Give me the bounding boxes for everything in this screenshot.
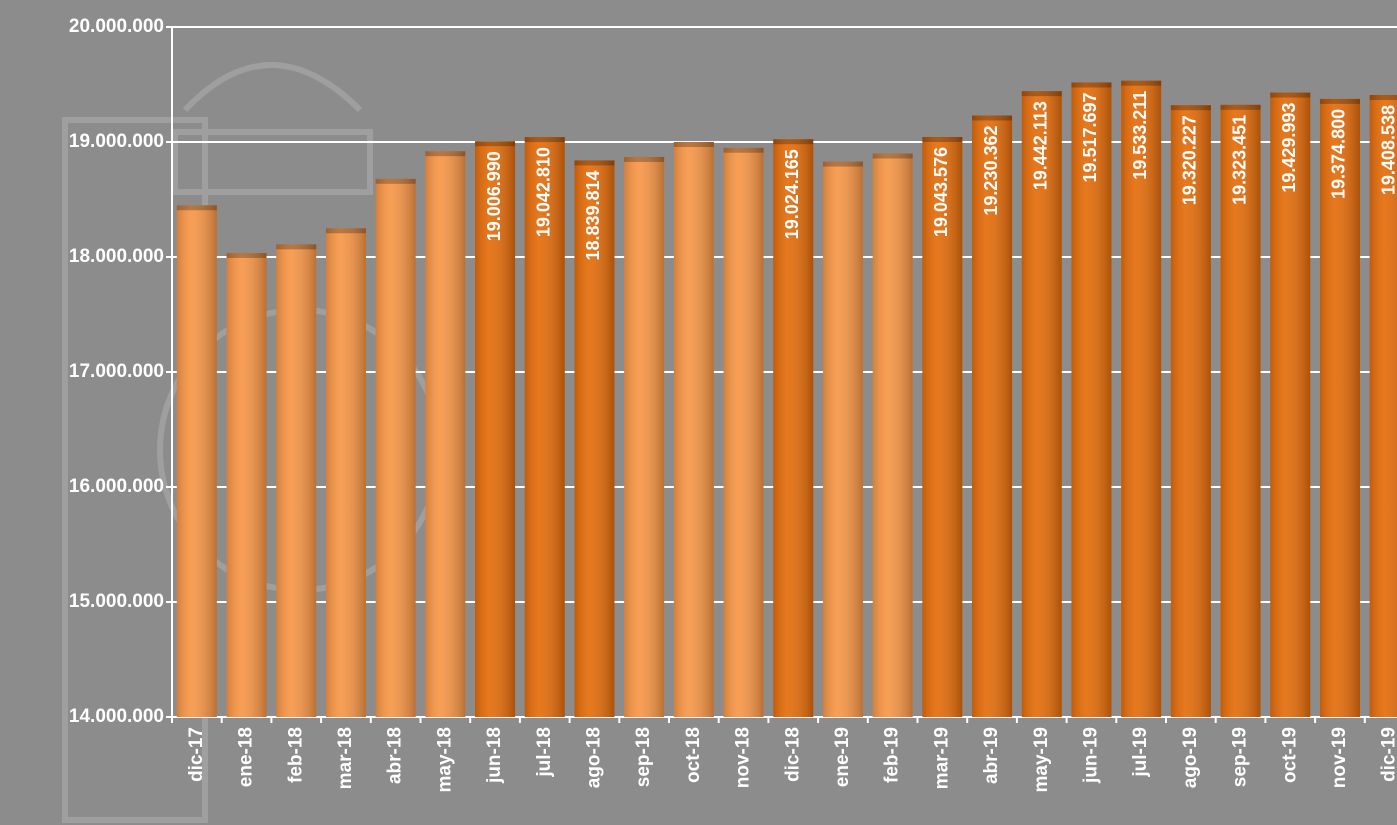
y-tick-label: 15.000.000 xyxy=(69,591,164,612)
bars xyxy=(176,80,1397,718)
bar-shade xyxy=(375,178,416,718)
bar-cap xyxy=(475,141,516,147)
x-tick-label: ene-18 xyxy=(236,727,257,787)
x-tick-label: ene-19 xyxy=(832,727,853,787)
value-label: 19.042.810 xyxy=(534,147,554,237)
value-label: 19.374.800 xyxy=(1329,109,1349,199)
bar-cap xyxy=(276,244,317,250)
value-label: 19.323.451 xyxy=(1229,115,1249,205)
bar-shade xyxy=(325,228,366,717)
bar-cap xyxy=(524,137,565,143)
x-tick-label: ago-18 xyxy=(583,727,604,788)
bar-shade xyxy=(1121,80,1162,718)
bar-shade xyxy=(1071,82,1112,717)
bar-cap xyxy=(375,178,416,184)
x-tick-label: oct-18 xyxy=(683,727,704,783)
x-tick-label: jul-19 xyxy=(1130,727,1151,778)
bar-shade xyxy=(922,136,963,717)
value-label: 19.230.362 xyxy=(981,126,1001,216)
x-tick-label: oct-19 xyxy=(1279,727,1300,783)
x-tick-label: jul-18 xyxy=(534,727,555,778)
x-tick-label: sep-19 xyxy=(1230,727,1251,787)
value-label: 18.839.814 xyxy=(583,170,603,260)
bar-cap xyxy=(872,153,913,159)
x-tick-label: nov-18 xyxy=(733,727,754,788)
bar-shade xyxy=(1220,104,1261,717)
bar-shade xyxy=(226,252,267,717)
x-tick-label: feb-18 xyxy=(285,727,306,783)
bar-cap xyxy=(325,228,366,234)
bar-shade xyxy=(1319,98,1360,717)
labels: 14.000.000 15.000.000 16.000.000 17.000.000… xyxy=(69,16,1397,792)
bar-cap xyxy=(922,136,963,142)
value-label: 19.442.113 xyxy=(1031,101,1051,190)
x-tick-label: mar-19 xyxy=(931,727,952,789)
bar-cap xyxy=(624,156,665,162)
x-tick-label: dic-17 xyxy=(186,727,207,782)
value-label: 19.533.211 xyxy=(1130,91,1150,180)
y-tick-label: 14.000.000 xyxy=(69,706,164,727)
bar-cap xyxy=(1319,98,1360,104)
y-tick-label: 20.000.000 xyxy=(69,16,164,37)
bar-shade xyxy=(1270,92,1311,718)
bar-cap xyxy=(972,115,1013,121)
x-tick-label: dic-18 xyxy=(782,727,803,782)
bar-shade xyxy=(1170,105,1211,718)
x-tick-label: abr-18 xyxy=(385,727,406,784)
bar-cap xyxy=(773,139,814,145)
bar-shade xyxy=(624,156,665,717)
bar-shade xyxy=(425,151,466,717)
bar-shade xyxy=(1021,91,1062,718)
value-label: 19.429.993 xyxy=(1279,103,1299,193)
bar-cap xyxy=(1369,95,1397,101)
x-tick-label: nov-19 xyxy=(1329,727,1350,788)
bar-shade xyxy=(1369,95,1397,717)
bar-cap xyxy=(1220,104,1261,110)
x-tick-label: ago-19 xyxy=(1180,727,1201,788)
bar-cap xyxy=(1170,105,1211,111)
bar-shade xyxy=(574,160,615,717)
bar-cap xyxy=(1071,82,1112,88)
y-tick-label: 18.000.000 xyxy=(69,246,164,267)
bar-shade xyxy=(276,244,317,717)
y-tick-label: 17.000.000 xyxy=(69,361,164,382)
x-tick-label: jun-19 xyxy=(1080,727,1101,784)
bar-shade xyxy=(723,147,764,717)
bar-shade xyxy=(673,142,714,717)
bar-cap xyxy=(723,147,764,153)
value-label: 19.517.697 xyxy=(1080,92,1100,182)
x-tick-label: mar-18 xyxy=(335,727,356,789)
y-tick-label: 16.000.000 xyxy=(69,476,164,497)
bar-shade xyxy=(524,137,565,717)
x-tick-label: jun-18 xyxy=(484,727,505,784)
bar-cap xyxy=(226,252,267,258)
bar-cap xyxy=(574,160,615,166)
x-tick-label: abr-19 xyxy=(981,727,1002,784)
bar-shade xyxy=(822,161,863,718)
bar-cap xyxy=(176,205,217,211)
bar-shade xyxy=(176,205,217,717)
bar-cap xyxy=(425,151,466,157)
bar-cap xyxy=(1021,91,1062,97)
y-tick-label: 19.000.000 xyxy=(69,131,164,152)
bar-shade xyxy=(972,115,1013,718)
bar-shade xyxy=(475,141,516,717)
x-tick-label: may-19 xyxy=(1031,727,1052,793)
value-label: 19.006.990 xyxy=(484,151,504,241)
value-label: 19.408.538 xyxy=(1378,105,1397,195)
x-tick-label: feb-19 xyxy=(882,727,903,783)
value-label: 19.043.576 xyxy=(931,147,951,237)
value-label: 19.320.227 xyxy=(1180,115,1200,205)
bar-cap xyxy=(1121,80,1162,86)
bar-cap xyxy=(1270,92,1311,98)
bar-cap xyxy=(673,142,714,147)
bar-shade xyxy=(872,153,913,717)
x-tick-label: dic-19 xyxy=(1379,727,1397,782)
value-label: 19.024.165 xyxy=(782,149,802,239)
bar-cap xyxy=(822,161,863,167)
x-tick-label: may-18 xyxy=(434,727,455,793)
x-tick-label: sep-18 xyxy=(633,727,654,787)
bar-shade xyxy=(773,139,814,718)
